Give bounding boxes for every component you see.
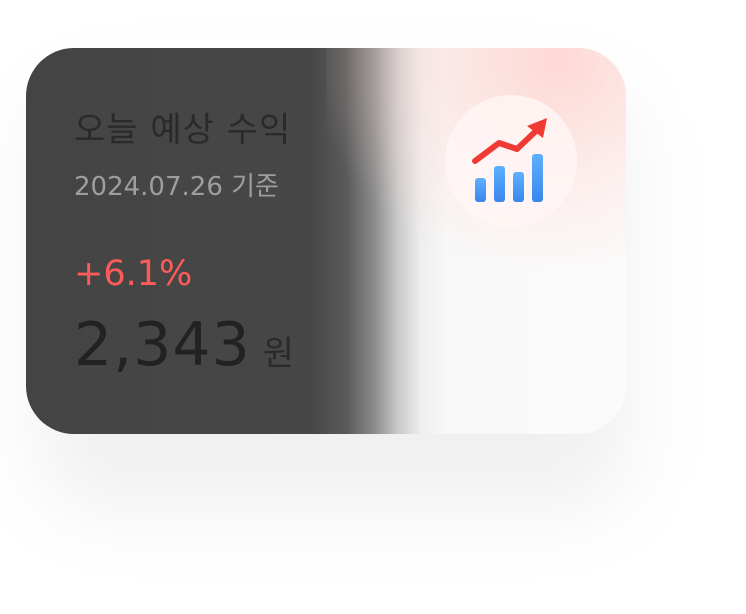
chart-bar bbox=[513, 172, 524, 202]
change-percent: +6.1% bbox=[74, 254, 193, 294]
date-label: 2024.07.26 기준 bbox=[74, 172, 279, 202]
icon-bubble bbox=[445, 95, 577, 227]
trend-arrow-head bbox=[527, 118, 547, 138]
chart-bar bbox=[475, 178, 486, 202]
amount-value: 2,343 bbox=[74, 310, 251, 380]
trend-arrow-line bbox=[472, 127, 540, 164]
amount-row: 2,343 원 bbox=[74, 310, 294, 380]
widget-title: 오늘 예상 수익 bbox=[74, 110, 292, 150]
earnings-widget-card[interactable]: 오늘 예상 수익 2024.07.26 기준 +6.1% 2,343 원 bbox=[26, 48, 626, 434]
chart-trending-up-icon bbox=[472, 118, 547, 202]
chart-bar bbox=[532, 154, 543, 202]
currency-unit: 원 bbox=[262, 334, 295, 374]
chart-bar bbox=[494, 166, 505, 202]
